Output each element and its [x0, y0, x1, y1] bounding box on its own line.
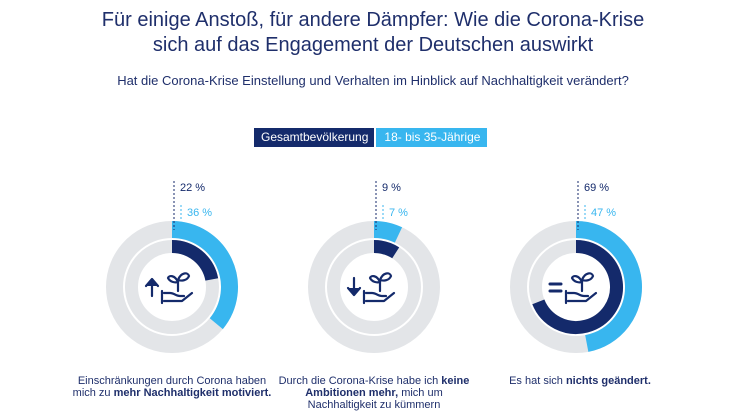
chart-subtitle: Hat die Corona-Krise Einstellung und Ver…: [117, 73, 629, 88]
legend: Gesamtbevölkerung 18- bis 35-Jährige: [254, 128, 488, 147]
chart-title: Für einige Anstoß, für andere Dämpfer: W…: [0, 8, 746, 58]
equals-icon: [548, 272, 598, 305]
description-2-post: mich um Nachhaltigkeit zu kümmern: [307, 387, 443, 411]
donut-3-center: [543, 254, 609, 320]
donut-2-young-arc: [373, 221, 403, 243]
description-2-bold: keine Ambitionen mehr,: [305, 375, 470, 399]
donut-2-total-arc: [373, 240, 400, 259]
description-1-bold: mehr Nachhaltigkeit motiviert.: [113, 387, 272, 399]
description-3-pre: Es hat sich: [509, 375, 566, 387]
title-line-1: Für einige Anstoß, für andere Dämpfer: W…: [101, 9, 645, 31]
description-1: Einschränkungen durch Corona haben mich …: [72, 375, 272, 399]
donut-1-total-arc: [171, 240, 219, 281]
donut-1-center: [139, 254, 205, 320]
donut-1-young-label: 36 %: [187, 207, 212, 219]
description-2: Durch die Corona-Krise habe ich keine Am…: [274, 375, 474, 411]
donut-3-total-label: 69 %: [584, 182, 609, 194]
legend-total: Gesamtbevölkerung: [254, 128, 375, 147]
donut-2-center: [341, 254, 407, 320]
legend-young: 18- bis 35-Jährige: [376, 128, 488, 147]
donut-3-young-arc: [575, 221, 642, 352]
description-3: Es hat sich nichts geändert.: [475, 375, 685, 387]
arrow-down-icon: [346, 272, 396, 305]
donut-2-total-label: 9 %: [382, 182, 401, 194]
title-line-2: sich auf das Engagement der Deutschen au…: [152, 34, 594, 56]
donut-3-young-label: 47 %: [591, 207, 616, 219]
description-1-pre: Einschränkungen durch Corona haben mich …: [72, 375, 267, 399]
description-3-bold: nichts geändert.: [565, 375, 651, 387]
description-2-pre: Durch die Corona-Krise habe ich: [278, 375, 442, 387]
donut-3-total-arc: [532, 240, 623, 334]
arrow-up-icon: [144, 272, 194, 305]
donut-2-young-label: 7 %: [389, 207, 408, 219]
donut-1-young-arc: [171, 221, 238, 330]
donut-1-total-label: 22 %: [180, 182, 205, 194]
